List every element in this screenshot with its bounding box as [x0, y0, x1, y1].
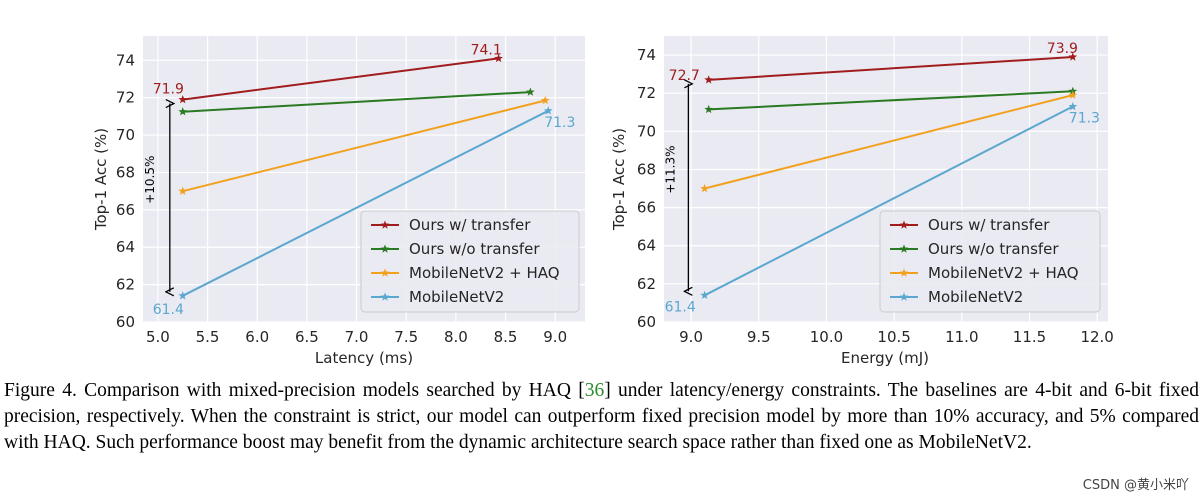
- y-tick-label: 64: [116, 238, 135, 256]
- y-tick-label: 62: [637, 275, 656, 293]
- legend-box: [360, 210, 580, 313]
- y-tick-label: 68: [116, 163, 135, 181]
- caption-part2: ] under latency/energy constraints. The …: [4, 380, 1200, 453]
- point-value-label: 61.4: [153, 302, 184, 318]
- csdn-watermark: CSDN @黄小米吖: [1082, 478, 1189, 493]
- x-tick-label: 8.0: [444, 328, 468, 346]
- legend-label: MobileNetV2: [928, 288, 1023, 306]
- y-tick-label: 68: [637, 160, 656, 178]
- y-tick-label: 72: [637, 84, 656, 102]
- series-line-2: [182, 91, 531, 113]
- series-line-1: [708, 56, 1073, 81]
- point-value-label: 71.9: [153, 82, 184, 98]
- series-line-3: [704, 94, 1074, 190]
- caption-reference-link[interactable]: 36: [584, 380, 605, 401]
- series-2-marker: [704, 104, 714, 114]
- y-tick-label: 64: [637, 237, 656, 255]
- point-value-label: 74.1: [471, 42, 502, 58]
- x-tick-label: 7.0: [345, 328, 369, 346]
- y-axis-label: Top-1 Acc (%): [92, 128, 110, 231]
- series-line-3: [182, 99, 546, 193]
- series-1-marker: [494, 53, 503, 63]
- figure-caption: Figure 4. Comparison with mixed-precisio…: [4, 378, 1199, 456]
- y-tick-label: 70: [637, 122, 656, 140]
- legend-marker: [899, 268, 909, 277]
- series-4-marker: [543, 106, 553, 115]
- x-tick-label: 12.0: [1080, 328, 1113, 346]
- x-tick-label: 8.5: [494, 328, 518, 346]
- x-tick-label: 9.5: [747, 328, 771, 346]
- series-4-marker: [1068, 101, 1078, 111]
- legend-marker: [899, 220, 909, 229]
- legend-label: Ours w/ transfer: [928, 216, 1050, 234]
- legend-marker: [380, 220, 390, 229]
- x-tick-label: 5.0: [146, 328, 170, 346]
- x-tick-label: 11.0: [945, 328, 978, 346]
- series-3-marker: [1068, 90, 1078, 99]
- legend-label: MobileNetV2: [409, 288, 504, 306]
- chart-panel-1: 5.0 5.5 6.0 6.5 7.0 7.5 8.0 8.5 9.0 60 62 64 66 68 70 7…: [92, 36, 585, 367]
- x-tick-label: 6.0: [245, 328, 269, 346]
- chart-panel-2: 9.0 9.5 10.0 10.5 11.0 11.5 12.0 60 62 64 66 68 70 72…: [610, 36, 1114, 367]
- figure-charts: 5.0 5.5 6.0 6.5 7.0 7.5 8.0 8.5 9.0 60 62 64 66 68 70 7…: [92, 36, 1114, 367]
- x-axis-label: Latency (ms): [315, 349, 413, 367]
- point-value-label: 61.4: [665, 299, 696, 315]
- x-tick-label: 9.0: [679, 328, 703, 346]
- series-1-marker: [178, 94, 188, 104]
- legend-marker: [380, 268, 390, 277]
- legend-marker: [899, 244, 909, 253]
- series-line-4: [182, 109, 549, 297]
- legend-label: Ours w/o transfer: [409, 240, 540, 258]
- point-value-label: 71.3: [544, 115, 575, 131]
- y-tick-label: 74: [637, 46, 656, 64]
- point-value-label: 71.3: [1069, 111, 1100, 127]
- x-tick-label: 11.5: [1013, 328, 1046, 346]
- legend-marker: [899, 292, 909, 301]
- x-tick-label: 6.5: [295, 328, 319, 346]
- series-4-marker: [178, 291, 188, 300]
- series-1-marker: [704, 75, 714, 84]
- series-1-marker: [1068, 52, 1078, 61]
- legend-label: Ours w/ transfer: [409, 216, 531, 234]
- y-tick-label: 74: [116, 51, 135, 69]
- caption-part1: Figure 4. Comparison with mixed-precisio…: [4, 380, 585, 401]
- series-line-4: [704, 105, 1074, 297]
- x-tick-label: 10.5: [877, 328, 910, 346]
- x-tick-label: 10.0: [810, 328, 843, 346]
- improvement-annotation: +10.5%: [143, 156, 157, 204]
- point-value-label: 72.7: [669, 68, 700, 84]
- series-line-1: [182, 57, 499, 101]
- legend-marker: [380, 292, 390, 301]
- y-tick-label: 60: [116, 313, 135, 331]
- y-tick-label: 70: [116, 126, 135, 144]
- series-3-marker: [700, 183, 709, 193]
- legend-box: [879, 210, 1101, 313]
- y-tick-label: 66: [116, 201, 135, 219]
- series-line-2: [708, 90, 1073, 111]
- series-2-marker: [526, 87, 535, 96]
- legend-label: MobileNetV2 + HAQ: [409, 264, 560, 282]
- x-tick-label: 7.5: [394, 328, 418, 346]
- series-3-marker: [540, 95, 550, 105]
- legend-label: MobileNetV2 + HAQ: [928, 264, 1079, 282]
- improvement-annotation: +11.3%: [663, 145, 677, 193]
- y-tick-label: 60: [637, 313, 656, 331]
- point-value-label: 73.9: [1047, 41, 1078, 57]
- x-tick-label: 9.0: [543, 328, 567, 346]
- x-tick-label: 5.5: [196, 328, 220, 346]
- y-axis-label: Top-1 Acc (%): [610, 128, 628, 231]
- legend-label: Ours w/o transfer: [928, 240, 1059, 258]
- series-3-marker: [178, 186, 188, 195]
- x-axis-label: Energy (mJ): [841, 349, 929, 367]
- legend-marker: [380, 244, 390, 253]
- series-4-marker: [700, 290, 709, 300]
- y-tick-label: 62: [116, 276, 135, 294]
- y-tick-label: 72: [116, 89, 135, 107]
- y-tick-label: 66: [637, 199, 656, 217]
- series-2-marker: [178, 107, 188, 116]
